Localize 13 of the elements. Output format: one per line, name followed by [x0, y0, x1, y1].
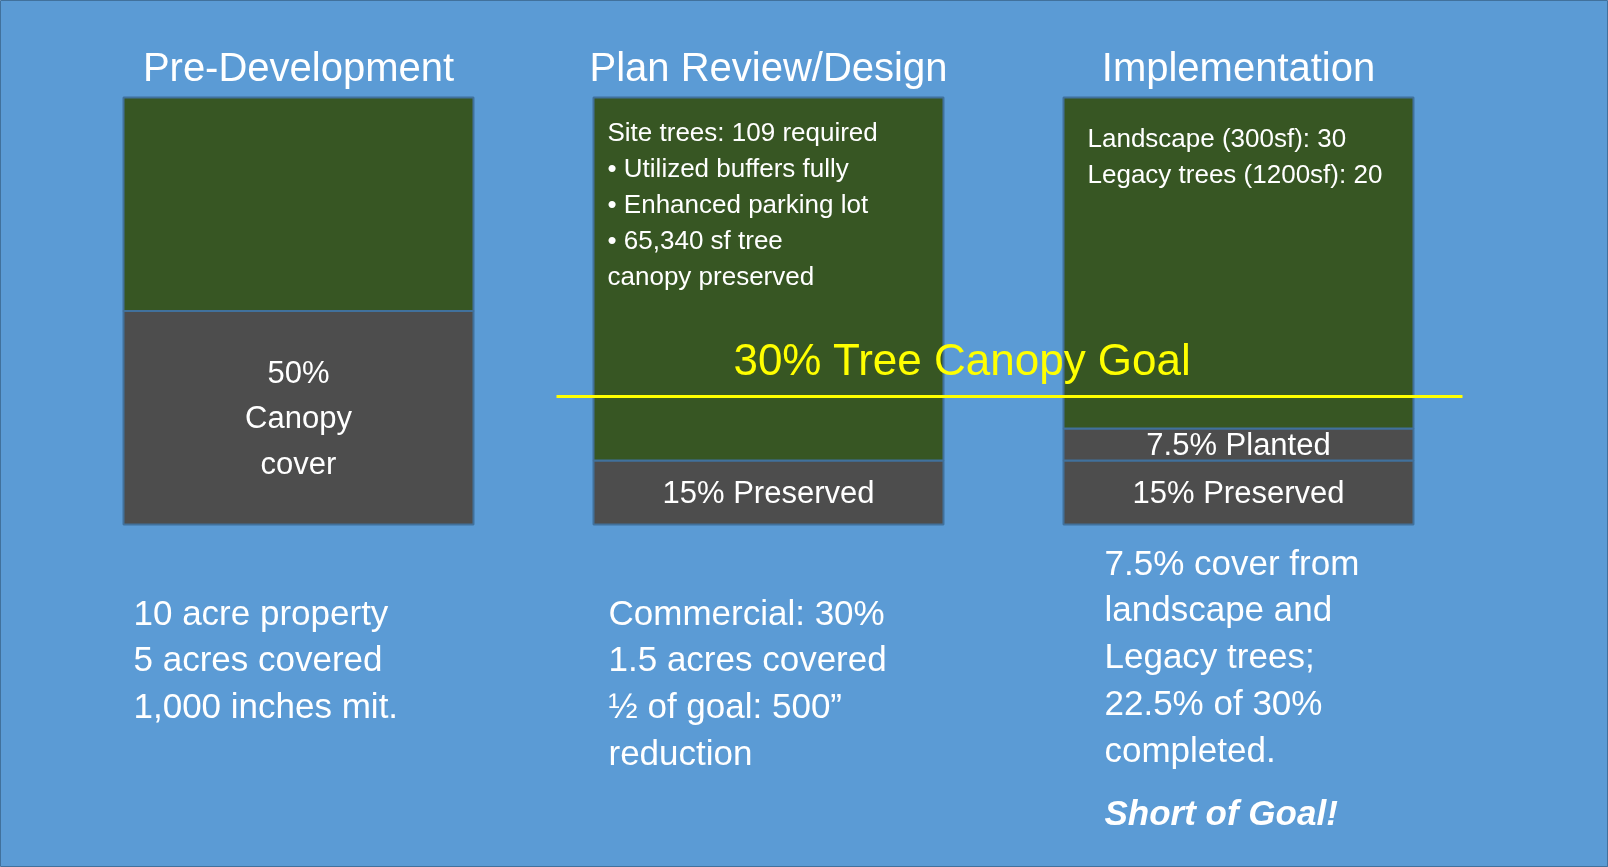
data-label: 15% Preserved [1132, 474, 1345, 510]
text: Short of Goal! [1104, 792, 1339, 832]
x-tick-label: Plan Review/Design [589, 44, 948, 89]
text: Commercial: 30% 1.5 acres covered ½ of goal: 500” reduction [608, 592, 887, 772]
annotation: Landscape (300sf): 30 Legacy trees (1200sf): 20 [1087, 122, 1383, 189]
annotation: Site trees: 109 required • Utilized buffers fully • Enhanced parking lot • 65,340 sf tree canopy preserved [607, 116, 878, 291]
text: 10 acre property 5 acres covered 1,000 inches mit. [133, 592, 399, 726]
x-tick-label: Pre-Development [142, 44, 455, 89]
text: 7.5% cover from landscape and Legacy trees; 22.5% of 30% completed. [1104, 542, 1360, 769]
data-label: 50% Canopy cover [245, 354, 353, 481]
data-label: 15% Preserved [662, 474, 875, 510]
x-tick-label: Implementation [1101, 44, 1376, 89]
data-label: 7.5% Planted [1146, 426, 1331, 462]
